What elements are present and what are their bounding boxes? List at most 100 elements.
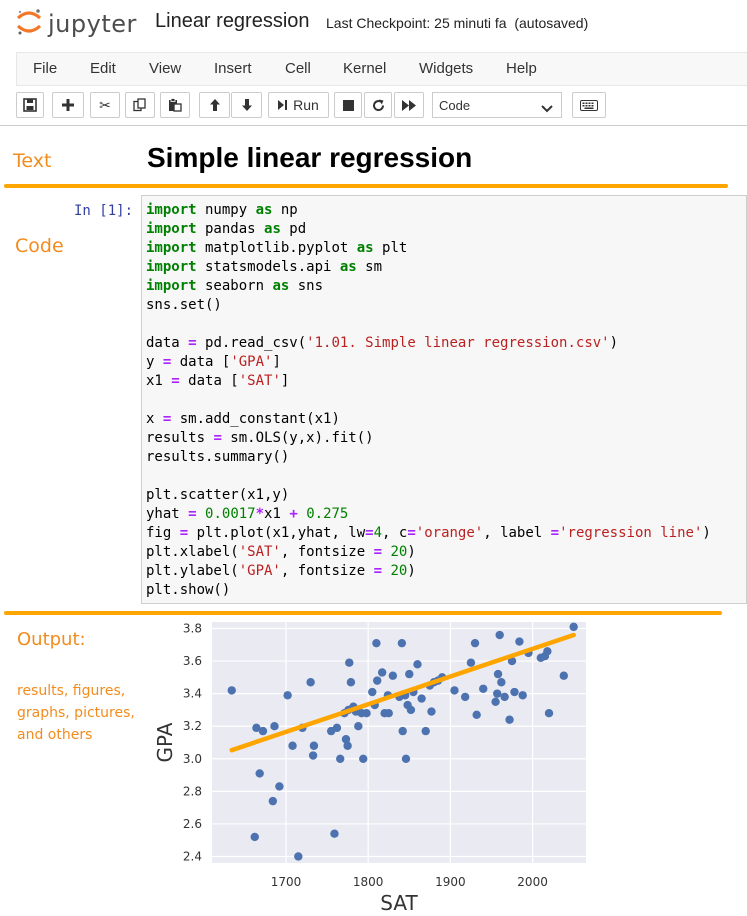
- code-cell-input[interactable]: [141, 195, 747, 604]
- scatter-point: [373, 676, 382, 685]
- copy-icon: [133, 98, 147, 112]
- scatter-point: [505, 715, 514, 724]
- code-line: plt.ylabel('GPA', fontsize = 20): [146, 563, 416, 579]
- x-tick-label: 2000: [517, 875, 548, 889]
- scatter-point: [362, 708, 371, 718]
- scatter-point: [332, 723, 342, 733]
- menu-file[interactable]: File: [33, 60, 58, 77]
- scatter-point: [569, 622, 578, 632]
- insert-cell-button[interactable]: [52, 92, 84, 118]
- scatter-point: [268, 796, 278, 806]
- copy-button[interactable]: [125, 92, 155, 118]
- menu-edit[interactable]: Edit: [90, 60, 116, 77]
- scatter-point: [421, 726, 430, 736]
- scatter-point: [283, 691, 292, 700]
- scatter-point: [518, 691, 527, 700]
- scatter-point: [427, 707, 436, 716]
- command-palette-button[interactable]: [572, 92, 606, 118]
- restart-kernel-button[interactable]: [364, 92, 392, 118]
- run-button[interactable]: Run: [268, 92, 329, 118]
- autosave-status: (autosaved): [514, 15, 589, 31]
- y-tick-label: 2.4: [183, 849, 202, 863]
- annotation-code: Code: [15, 235, 64, 257]
- scatter-point: [372, 638, 381, 648]
- scatter-point: [405, 669, 414, 679]
- scatter-point: [397, 638, 407, 648]
- scatter-point: [544, 708, 554, 718]
- restart-run-all-button[interactable]: [394, 92, 424, 118]
- code-line: import pandas as pd: [146, 221, 307, 237]
- code-line: plt.xlabel('SAT', fontsize = 20): [146, 544, 416, 560]
- y-tick-label: 3.8: [183, 622, 202, 636]
- scatter-point: [491, 697, 500, 706]
- code-line: fig = plt.plot(x1,yhat, lw=4, c='orange'…: [146, 525, 711, 541]
- markdown-heading[interactable]: Simple linear regression: [147, 142, 473, 173]
- annotation-output-desc-1: results, figures,: [17, 683, 126, 699]
- input-prompt: In [1]:: [74, 203, 134, 219]
- paste-button[interactable]: [160, 92, 190, 118]
- y-axis-label: GPA: [153, 722, 177, 762]
- scatter-point: [510, 687, 519, 697]
- scissors-icon: ✂: [99, 96, 111, 113]
- move-up-button[interactable]: [199, 92, 230, 118]
- menu-cell[interactable]: Cell: [285, 60, 311, 77]
- plot-area: [212, 622, 586, 863]
- refresh-icon: [372, 99, 385, 112]
- jupyter-logo-icon: [16, 7, 42, 42]
- scatter-point: [413, 660, 422, 669]
- scatter-point: [417, 694, 426, 703]
- scatter-point: [275, 782, 284, 791]
- scatter-point: [368, 687, 377, 697]
- plus-icon: [61, 98, 75, 112]
- scatter-point: [227, 686, 236, 695]
- code-line: yhat = 0.0017*x1 + 0.275: [146, 506, 349, 522]
- menu-view[interactable]: View: [149, 60, 182, 77]
- cell-type-select[interactable]: Code: [432, 92, 562, 118]
- scatter-point: [460, 692, 470, 702]
- arrow-up-icon: [209, 98, 221, 112]
- stop-icon: [342, 99, 354, 111]
- jupyter-logo[interactable]: jupyter: [16, 6, 137, 42]
- code-line: import seaborn as sns: [146, 278, 324, 294]
- x-tick-label: 1800: [353, 875, 384, 889]
- menu-widgets[interactable]: Widgets: [419, 60, 474, 77]
- scatter-point: [306, 678, 315, 687]
- code-line: plt.scatter(x1,y): [146, 487, 290, 503]
- code-line: import numpy as np: [146, 202, 298, 218]
- scatter-point: [343, 741, 352, 750]
- menu-help[interactable]: Help: [506, 60, 537, 77]
- scatter-point: [507, 656, 517, 666]
- scatter-point: [308, 751, 318, 760]
- menubar: File Edit View Insert Cell Kernel Widget…: [16, 52, 747, 86]
- annotation-output-desc-2: graphs, pictures,: [17, 705, 135, 721]
- scatter-point: [294, 852, 303, 861]
- scatter-point: [354, 722, 363, 731]
- notebook-title[interactable]: Linear regression: [155, 10, 310, 32]
- move-down-button[interactable]: [231, 92, 262, 118]
- code-line: sns.set(): [146, 297, 222, 313]
- save-button[interactable]: [16, 92, 44, 118]
- interrupt-kernel-button[interactable]: [334, 92, 362, 118]
- code-line: x1 = data ['SAT']: [146, 373, 290, 389]
- code-line: y = data ['GPA']: [146, 354, 281, 370]
- toolbar: ✂ Run Code: [0, 88, 747, 124]
- scatter-point: [388, 671, 398, 680]
- scatter-point: [500, 692, 509, 702]
- cut-button[interactable]: ✂: [90, 92, 120, 118]
- run-button-label: Run: [293, 97, 319, 113]
- menu-insert[interactable]: Insert: [214, 60, 252, 77]
- scatter-point: [543, 647, 552, 656]
- annotation-output-desc-3: and others: [17, 727, 93, 743]
- menu-kernel[interactable]: Kernel: [343, 60, 387, 77]
- notebook-header: jupyter Linear regression Last Checkpoin…: [0, 0, 747, 48]
- last-checkpoint: Last Checkpoint: 25 minuti fa: [326, 15, 507, 31]
- checkpoint-status: Last Checkpoint: 25 minuti fa (autosaved…: [326, 15, 588, 31]
- scatter-point: [309, 741, 319, 750]
- chevron-down-icon: [541, 101, 553, 116]
- scatter-point: [250, 832, 259, 842]
- code-line: x = sm.add_constant(x1): [146, 411, 340, 427]
- scatter-point: [252, 723, 261, 733]
- code-line: data = pd.read_csv('1.01. Simple linear …: [146, 335, 619, 351]
- cell-type-value: Code: [439, 98, 471, 113]
- scatter-point: [258, 726, 268, 736]
